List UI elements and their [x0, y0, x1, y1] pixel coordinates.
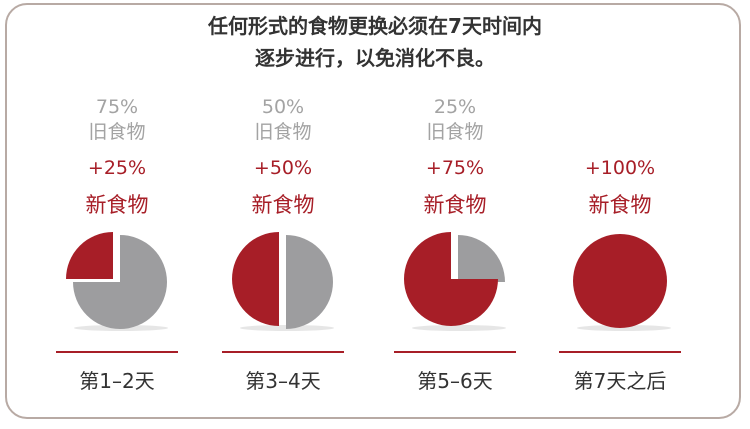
- old-label: 旧食物: [254, 121, 312, 143]
- pie-chart: [573, 234, 671, 331]
- old-food-slice: [73, 235, 167, 329]
- new-label: 新食物: [85, 193, 149, 217]
- old-percent: 25%: [433, 96, 477, 118]
- new-label: 新食物: [588, 193, 652, 217]
- old-percent: [535, 95, 705, 120]
- new-percent: +25%: [87, 157, 147, 179]
- old-food-slice: [286, 235, 333, 329]
- old-label: 旧食物: [88, 121, 146, 143]
- new-label: 新食物: [423, 193, 487, 217]
- new-food-slice: [66, 232, 113, 279]
- new-label: 新食物: [251, 193, 315, 217]
- frame: [5, 3, 741, 419]
- pie-chart: [404, 232, 506, 331]
- divider: [394, 351, 516, 353]
- old-percent: 75%: [95, 96, 139, 118]
- day-label: 第1–2天: [79, 369, 155, 393]
- pie-shadow: [577, 325, 671, 331]
- old-label: 旧食物: [426, 121, 484, 143]
- title-line-1: 任何形式的食物更换必须在7天时间内: [208, 14, 542, 38]
- title-line-2: 逐步进行，以免消化不良。: [255, 46, 495, 70]
- pie-chart: [66, 232, 168, 331]
- stage-4: +100% 新食物 第7天之后: [535, 95, 705, 394]
- new-food-slice: [573, 234, 667, 328]
- new-percent: +50%: [253, 157, 313, 179]
- new-percent: +100%: [584, 157, 656, 179]
- stage-1: 75% 旧食物 +25% 新食物 第1–2天: [32, 95, 202, 394]
- new-percent: +75%: [425, 157, 485, 179]
- old-label: [535, 120, 705, 145]
- divider: [222, 351, 344, 353]
- new-food-slice: [404, 232, 498, 326]
- stage-3: 25% 旧食物 +75% 新食物 第5–6天: [370, 95, 540, 394]
- stage-2: 50% 旧食物 +50% 新食物 第3–4天: [198, 95, 368, 394]
- old-percent: 50%: [261, 96, 305, 118]
- divider: [559, 351, 681, 353]
- old-food-slice: [458, 235, 505, 282]
- divider: [56, 351, 178, 353]
- day-label: 第5–6天: [417, 369, 493, 393]
- day-label: 第3–4天: [245, 369, 321, 393]
- day-label: 第7天之后: [573, 369, 667, 393]
- pie-shadow: [412, 325, 506, 331]
- pie-chart: [232, 232, 334, 331]
- new-food-slice: [232, 232, 279, 326]
